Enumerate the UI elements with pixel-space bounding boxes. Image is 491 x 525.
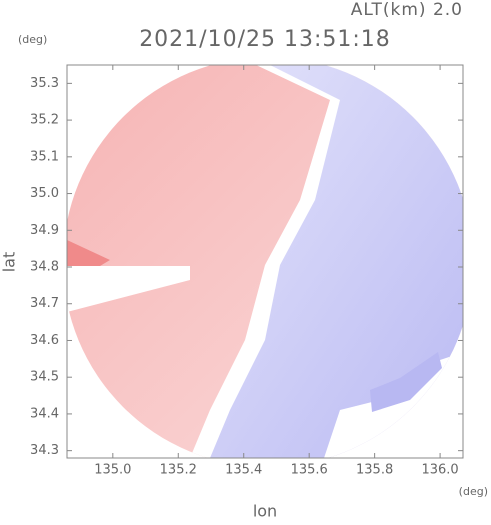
x-tick-label: 135.2 bbox=[160, 463, 197, 478]
y-tick-label: 35.1 bbox=[30, 149, 59, 164]
y-tick-label: 34.9 bbox=[30, 223, 59, 238]
y-unit: (deg) bbox=[18, 33, 47, 46]
x-tick-label: 135.6 bbox=[291, 463, 328, 478]
x-axis-label: lon bbox=[253, 502, 277, 521]
y-tick-label: 34.8 bbox=[30, 260, 59, 275]
x-tick-label: 135.0 bbox=[94, 463, 131, 478]
y-tick-label: 34.5 bbox=[30, 370, 59, 385]
y-tick-label: 35.0 bbox=[30, 186, 59, 201]
x-tick-label: 135.4 bbox=[225, 463, 262, 478]
y-axis-label: lat bbox=[0, 252, 19, 273]
y-tick-label: 34.3 bbox=[30, 443, 59, 458]
y-tick-label: 34.4 bbox=[30, 406, 59, 421]
plot-frame bbox=[66, 64, 464, 459]
y-tick-label: 34.6 bbox=[30, 333, 59, 348]
radar-field bbox=[67, 65, 463, 458]
y-tick-label: 35.2 bbox=[30, 113, 59, 128]
x-tick-label: 135.8 bbox=[356, 463, 393, 478]
y-tick-label: 35.3 bbox=[30, 76, 59, 91]
y-tick-label: 34.7 bbox=[30, 296, 59, 311]
x-tick-label: 136.0 bbox=[421, 463, 458, 478]
subtitle: ALT(km) 2.0 bbox=[351, 0, 463, 20]
x-unit: (deg) bbox=[459, 485, 488, 498]
chart-title: 2021/10/25 13:51:18 bbox=[139, 27, 391, 52]
